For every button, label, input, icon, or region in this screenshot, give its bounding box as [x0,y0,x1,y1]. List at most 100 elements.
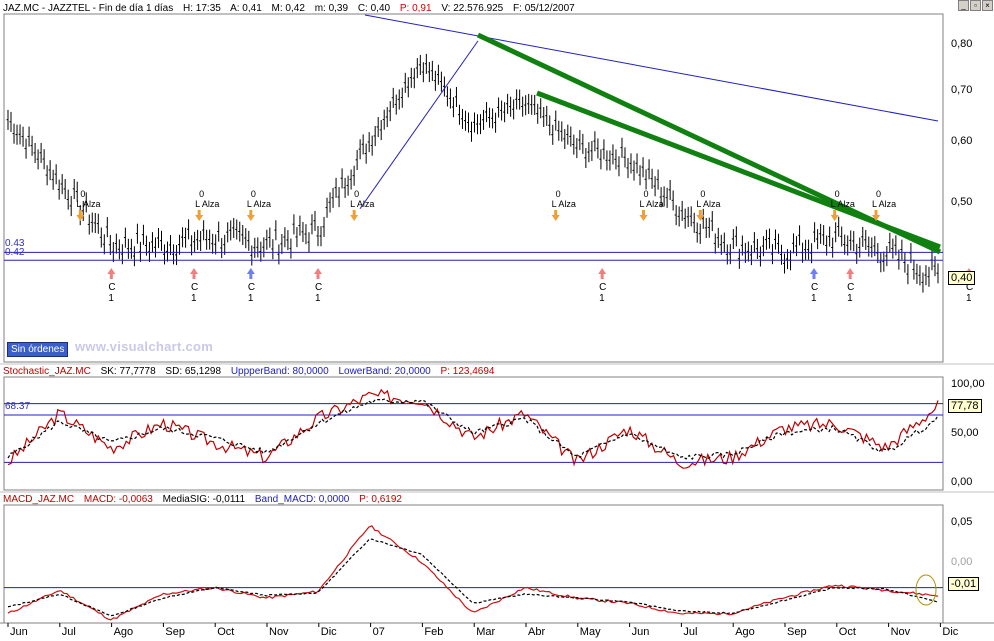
sell-arrow-7 [830,210,839,221]
sell-signal-top-5: 0 [644,189,649,199]
buy-signal-label-4: C [599,282,606,293]
buy-signal-sub-5: 1 [811,293,817,304]
watermark: www.visualchart.com [75,339,214,354]
sell-signal-label-5: L Alza [640,199,664,209]
price-tick-080: 0,80 [951,38,973,50]
buy-arrow-6 [846,268,855,279]
buy-signal-sub-3: 1 [315,293,321,304]
minimize-button[interactable]: _ [958,0,969,11]
trendline-long [364,14,939,122]
price-tick-060: 0,60 [951,135,973,147]
sell-signal-label-2: L Alza [247,199,271,209]
buy-signal-label-1: C [191,282,198,293]
sell-arrow-6 [696,210,705,221]
buy-arrow-0 [107,268,116,279]
price-tick-070: 0,70 [951,84,973,96]
date-label: F: 05/12/2007 [513,3,575,14]
sell-arrow-8 [872,210,880,221]
price-header: JAZ.MC - JAZZTEL - Fin de día 1 días H: … [3,3,582,14]
stoch-level-label: 68.37 [5,401,31,412]
buy-signal-sub-6: 1 [847,293,853,304]
stoch-tick-0: 0,00 [951,476,973,488]
sell-arrow-3 [350,210,359,221]
macd-highlight-ellipse [915,574,937,606]
stoch-p: P: 123,4694 [440,366,495,377]
xaxis-label-may: May [579,626,601,638]
buy-arrow-4 [598,268,607,279]
macd-line [7,525,939,621]
macd-signal: MediaSIG: -0,0111 [162,494,246,505]
sell-signal-top-8: 0 [876,189,881,199]
stoch-header: Stochastic_JAZ.MC SK: 77,7778 SD: 65,129… [3,366,501,377]
sell-signal-top-2: 0 [251,189,256,199]
stoch-sd: SD: 65,1298 [165,366,222,377]
volume-label: V: 22.576.925 [441,3,504,14]
macd-p: P: 0,6192 [359,494,402,505]
macd-last-value: -0,01 [948,577,980,591]
stoch-tick-50: 50,00 [951,427,979,439]
sell-signal-top-1: 0 [199,189,204,199]
stoch-sk: SK: 77,7778 [100,366,156,377]
xaxis-label-sep: Sep [787,626,807,638]
stoch-tick-100: 100,00 [951,378,985,390]
buy-signal-label-5: C [811,282,818,293]
sell-signal-label-1: L Alza [195,199,219,209]
buy-arrow-1 [190,268,198,279]
high-label: M: 0,42 [271,3,305,14]
xaxis-label-sep: Sep [165,626,185,638]
buy-signal-sub-2: 1 [248,293,254,304]
buy-signal-label-6: C [847,282,854,293]
buy-arrow-3 [314,268,322,279]
xaxis-label-oct: Oct [217,626,235,638]
buy-signal-label-7: C [966,282,973,293]
xaxis-label-feb: Feb [424,626,444,638]
buy-signal-label-2: C [248,282,255,293]
restore-button[interactable]: ▫ [970,0,981,11]
stoch-upper: UppperBand: 80,0000 [230,366,329,377]
xaxis-label-nov: Nov [269,626,289,638]
stoch-panel-frame [3,376,944,491]
sell-signal-top-0: 0 [80,189,85,199]
low-label: m: 0,39 [314,3,349,14]
stoch-sd-line [7,398,939,461]
buy-arrow-5 [810,268,818,279]
xaxis-label-nov: Nov [890,626,911,638]
macd-title: MACD_JAZ.MC [3,494,75,505]
macd-signal-line [7,538,939,617]
hour-label: H: 17:35 [183,3,221,14]
xaxis-label-mar: Mar [476,626,496,638]
sell-arrow-5 [639,210,648,221]
xaxis-label-jun: Jun [10,626,28,638]
trendline-green-2 [536,90,941,250]
sell-arrow-2 [246,210,255,221]
hline-label-043: 0.43 [5,238,25,249]
buy-signal-label-0: C [108,282,115,293]
stoch-title: Stochastic_JAZ.MC [3,366,91,377]
close-button[interactable]: × [982,0,993,11]
orders-button[interactable]: Sin órdenes [7,342,69,357]
xaxis-label-oct: Oct [838,626,856,638]
hline-label-042: 0.42 [5,247,25,258]
symbol-label: JAZ.MC - JAZZTEL - Fin de día 1 días [3,3,174,14]
sell-arrow-1 [195,210,204,221]
stoch-lower: LowerBand: 20,0000 [338,366,431,377]
sell-signal-top-3: 0 [354,189,359,199]
sell-arrow-4 [551,210,560,221]
close-label: C: 0,40 [357,3,391,14]
macd-tick-000: 0,00 [951,556,973,568]
sell-signal-label-0: L Alza [76,199,100,209]
xaxis-label-jul: Jul [61,626,76,638]
sell-signal-label-4: L Alza [552,199,576,209]
xaxis-label-dic: Dic [320,626,337,638]
price-last-value: 0,40 [948,271,976,285]
xaxis-label-dic: Dic [942,626,959,638]
buy-signal-sub-7: 1 [966,293,972,304]
p-label: P: 0,91 [399,3,432,14]
price-panel-frame [3,13,944,363]
xaxis-label-abr: Abr [528,626,546,638]
buy-signal-sub-4: 1 [599,293,605,304]
buy-arrow-2 [246,268,255,279]
xaxis-label-07: 07 [372,626,385,638]
price-tick-050: 0,50 [951,196,973,208]
